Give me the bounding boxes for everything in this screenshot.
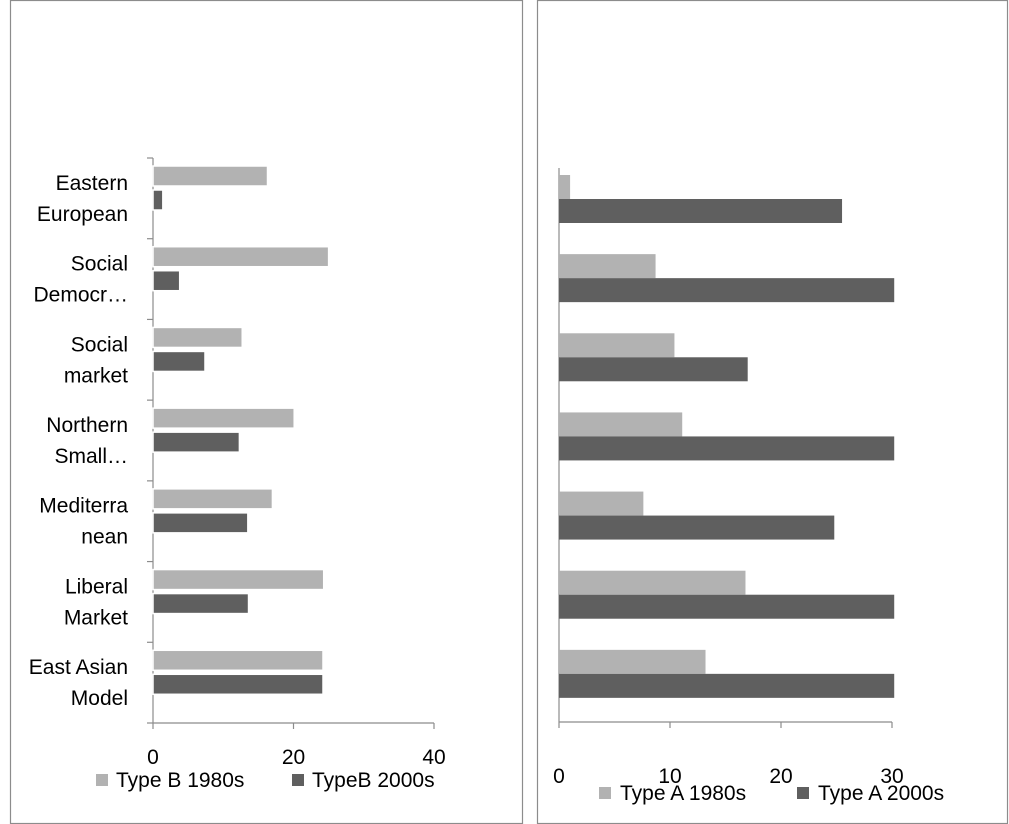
bar-series-2 <box>559 436 895 461</box>
category-label: Eastern <box>56 172 128 195</box>
bar-series-1 <box>152 165 269 187</box>
bar-series-2 <box>559 199 843 223</box>
x-tick-label: 0 <box>147 746 159 769</box>
x-tick-label: 20 <box>769 765 792 788</box>
x-tick-label: 40 <box>422 746 445 769</box>
bar-series-2 <box>152 512 249 534</box>
category-label: Liberal <box>65 575 128 598</box>
bar-series-2 <box>152 189 164 211</box>
bar-series-2 <box>559 673 895 698</box>
bar-series-2 <box>559 357 748 382</box>
category-label: nean <box>81 526 128 549</box>
category-label: Democr… <box>33 284 128 307</box>
legend-label: TypeB 2000s <box>312 769 435 792</box>
bar-series-1 <box>152 649 324 672</box>
legend-swatch <box>599 787 611 799</box>
x-tick-label: 30 <box>880 765 903 788</box>
category-label: Mediterra <box>39 495 128 518</box>
category-label: Market <box>64 606 128 629</box>
bar-series-1 <box>559 491 644 516</box>
x-tick-label: 20 <box>282 746 305 769</box>
category-label: European <box>37 203 128 226</box>
category-label: market <box>64 364 128 387</box>
category-label: East Asian <box>29 656 128 679</box>
bar-series-1 <box>559 570 746 595</box>
legend-label: Type A 2000s <box>818 782 944 805</box>
legend-swatch <box>96 774 108 786</box>
category-label: Model <box>71 687 128 710</box>
right-chart-border <box>536 0 1009 824</box>
bar-series-1 <box>152 245 330 268</box>
bar-series-2 <box>152 592 250 615</box>
bar-series-1 <box>559 333 675 358</box>
category-label: Northern <box>46 414 128 437</box>
bar-series-2 <box>152 350 206 373</box>
category-label: Small… <box>54 445 128 468</box>
bar-series-1 <box>152 407 295 429</box>
bar-series-2 <box>152 269 181 292</box>
category-label: Social <box>71 253 128 276</box>
legend-swatch <box>797 787 809 799</box>
bar-series-2 <box>152 431 241 453</box>
bar-series-2 <box>152 673 324 696</box>
left-chart: Eastern European Social Democr… Social market… <box>29 157 446 792</box>
legend-label: Type A 1980s <box>620 782 746 805</box>
right-chart: 0 10 20 30 Type A 1980s Type A 2000s <box>553 168 944 805</box>
bar-series-1 <box>559 175 571 199</box>
bar-series-2 <box>559 278 895 303</box>
bar-series-1 <box>152 326 243 349</box>
legend-label: Type B 1980s <box>116 769 244 792</box>
bar-series-1 <box>152 488 274 510</box>
x-tick-label: 10 <box>658 765 681 788</box>
bar-series-1 <box>152 568 325 591</box>
x-tick-label: 0 <box>553 765 565 788</box>
bar-series-1 <box>559 649 706 674</box>
legend-swatch <box>292 774 304 786</box>
bar-series-2 <box>559 594 895 619</box>
category-label: Social <box>71 333 128 356</box>
bar-series-2 <box>559 515 835 540</box>
bar-series-1 <box>559 412 683 437</box>
bar-series-1 <box>559 254 656 279</box>
